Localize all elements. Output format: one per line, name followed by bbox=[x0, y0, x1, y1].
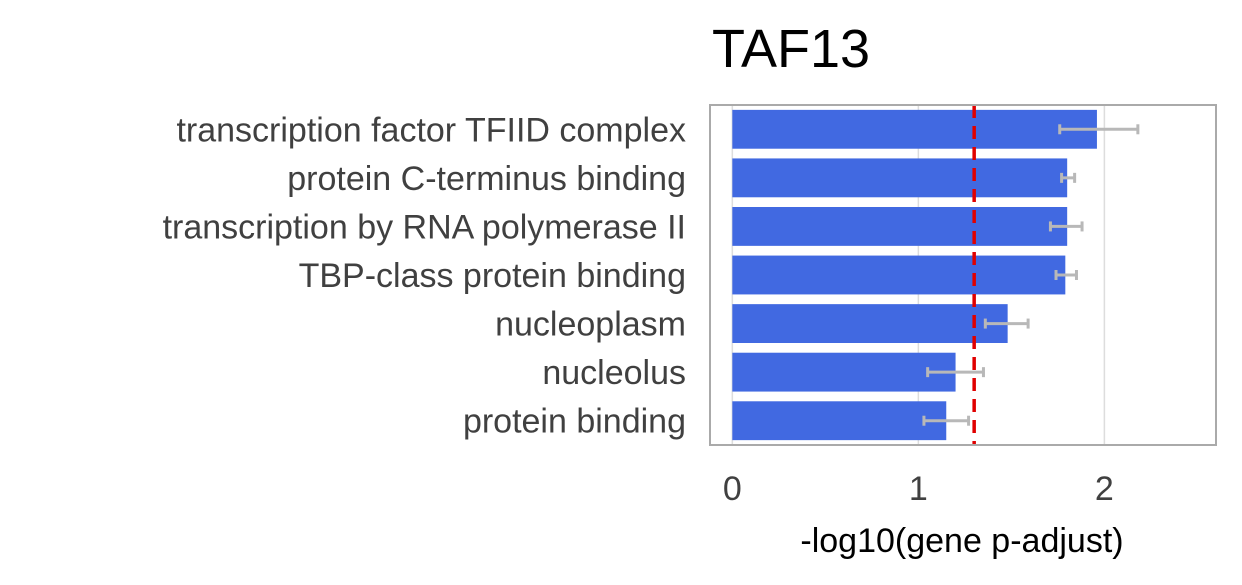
bar bbox=[732, 207, 1068, 246]
bar-layer bbox=[732, 109, 1097, 441]
bar bbox=[732, 255, 1066, 295]
category-label: transcription by RNA polymerase II bbox=[163, 208, 686, 246]
category-label: TBP-class protein binding bbox=[299, 257, 686, 295]
x-tick-label: 0 bbox=[723, 470, 742, 508]
error-layer bbox=[922, 124, 1140, 426]
plot-frame bbox=[709, 104, 1217, 446]
error-bar bbox=[1058, 124, 1140, 135]
x-tick-labels: 0 1 2 bbox=[723, 470, 1114, 508]
error-bar bbox=[1054, 270, 1078, 280]
category-label: nucleoplasm bbox=[495, 306, 686, 344]
category-label: protein C-terminus binding bbox=[287, 160, 686, 198]
bar bbox=[732, 304, 1008, 343]
error-bar bbox=[922, 415, 971, 426]
error-bar bbox=[926, 367, 985, 378]
x-axis-label: -log10(gene p-adjust) bbox=[800, 522, 1123, 560]
chart-title: TAF13 bbox=[712, 19, 870, 79]
x-tick-label: 2 bbox=[1095, 470, 1114, 508]
category-label: transcription factor TFIID complex bbox=[176, 111, 686, 149]
error-bar bbox=[983, 318, 1030, 329]
category-labels: transcription factor TFIID complex protei… bbox=[163, 111, 686, 440]
bar bbox=[732, 158, 1068, 198]
error-bar bbox=[1060, 172, 1077, 183]
category-label: protein binding bbox=[463, 403, 686, 441]
x-tick-label: 1 bbox=[909, 470, 928, 508]
bar bbox=[732, 401, 947, 441]
error-bar bbox=[1048, 221, 1084, 232]
bar bbox=[732, 352, 956, 392]
category-label: nucleolus bbox=[542, 354, 686, 392]
bar bbox=[732, 109, 1097, 149]
